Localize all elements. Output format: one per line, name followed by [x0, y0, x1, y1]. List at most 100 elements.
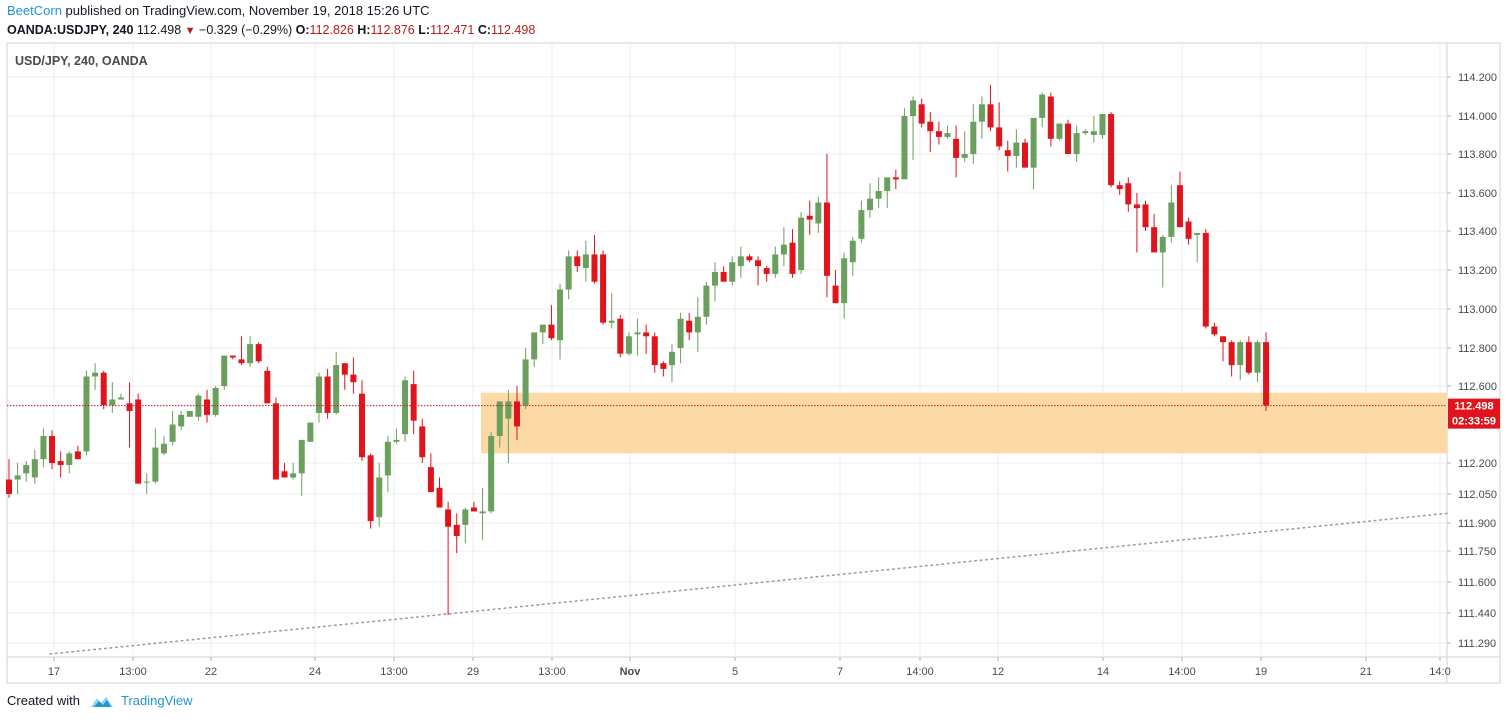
high-value: 112.876: [370, 23, 415, 37]
candle: [247, 336, 254, 367]
candle-body: [1021, 142, 1028, 168]
candle: [858, 200, 865, 243]
candle-body: [1116, 185, 1123, 190]
candle: [841, 252, 848, 319]
price-tick-label: 112.600: [1458, 381, 1497, 393]
candle: [92, 363, 99, 390]
candle: [927, 112, 934, 153]
candle-body: [117, 397, 124, 400]
candle: [712, 262, 719, 302]
candle: [513, 386, 520, 440]
candle: [625, 332, 632, 356]
candle-body: [14, 475, 21, 480]
candle-body: [410, 384, 417, 421]
candle: [505, 389, 512, 463]
candle: [298, 439, 305, 496]
candle: [1211, 322, 1218, 337]
candle-body: [462, 509, 469, 525]
candle: [462, 507, 469, 544]
candle-body: [625, 336, 632, 354]
high-label: H:: [357, 23, 371, 37]
time-tick-label: 14:0: [1429, 666, 1450, 678]
candle-body: [841, 258, 848, 304]
candle: [867, 183, 873, 218]
candle-body: [445, 509, 452, 527]
candle-body: [264, 370, 271, 404]
candle-body: [729, 262, 736, 282]
candle-body: [255, 344, 262, 362]
time-tick-label: Nov: [620, 666, 642, 678]
candle: [23, 461, 30, 482]
candle-body: [978, 104, 985, 122]
candle: [281, 463, 288, 478]
time-axis: 17 13:00 22 24 13:00 29 13:00 Nov 5 7 14:00 12 14 14:…: [48, 657, 1451, 678]
time-tick-label: 14:00: [906, 666, 934, 678]
time-tick-label: 19: [1255, 666, 1267, 678]
candle: [703, 281, 710, 325]
candle: [307, 422, 314, 442]
last-price-tag: [1448, 398, 1500, 429]
candle-body: [49, 436, 56, 463]
candle: [591, 234, 598, 284]
candle: [74, 445, 81, 460]
candle: [617, 314, 624, 358]
candle: [780, 227, 787, 267]
candle-body: [350, 374, 357, 383]
candle-body: [74, 451, 81, 460]
publish-bar: BeetCorn published on TradingView.com, N…: [7, 3, 430, 19]
candle: [1185, 217, 1192, 245]
candle: [849, 236, 856, 276]
candle-body: [100, 372, 107, 406]
open-label: O:: [295, 23, 310, 37]
candle-body: [204, 399, 211, 415]
candle: [169, 411, 176, 446]
candle-body: [488, 436, 495, 512]
candle-body: [1245, 342, 1252, 373]
candle: [634, 318, 641, 356]
candle-body: [789, 242, 796, 274]
candle: [496, 401, 503, 448]
price-tick-label: 112.800: [1458, 343, 1497, 355]
author-link[interactable]: BeetCorn: [7, 3, 62, 18]
candle-body: [634, 332, 641, 335]
candle-body: [798, 217, 805, 270]
candle: [978, 96, 985, 139]
time-tick-label: 7: [837, 666, 843, 678]
candle-body: [212, 387, 219, 415]
candle: [763, 266, 770, 282]
candle: [677, 312, 684, 364]
candle-body: [513, 401, 520, 427]
candle-body: [298, 439, 305, 474]
candle: [66, 451, 73, 474]
candle-body: [186, 411, 193, 417]
footer: Created with TradingView: [7, 693, 193, 709]
candle-body: [272, 403, 279, 480]
candle: [100, 370, 107, 410]
candle: [367, 453, 374, 529]
candle: [944, 125, 951, 139]
time-tick-label: 24: [309, 666, 321, 678]
candle: [548, 305, 555, 341]
candle: [608, 293, 615, 329]
time-tick-label: 14:00: [1168, 666, 1196, 678]
candle: [212, 386, 219, 417]
candle-body: [1065, 123, 1072, 154]
candle: [987, 84, 994, 132]
tradingview-link[interactable]: TradingView: [121, 693, 193, 708]
candle-body: [910, 100, 917, 116]
candle: [970, 104, 977, 164]
candle-body: [1237, 342, 1244, 366]
candle-body: [746, 256, 753, 261]
candle: [1142, 200, 1149, 231]
gridlines: [7, 43, 1447, 657]
candle: [160, 436, 167, 456]
candle: [823, 154, 830, 298]
time-tick-label: 21: [1360, 666, 1372, 678]
time-tick-label: 5: [732, 666, 738, 678]
candle: [427, 453, 434, 492]
candle-body: [152, 447, 159, 482]
candle-body: [143, 481, 150, 483]
candle-body: [505, 401, 512, 419]
candle: [574, 250, 581, 272]
